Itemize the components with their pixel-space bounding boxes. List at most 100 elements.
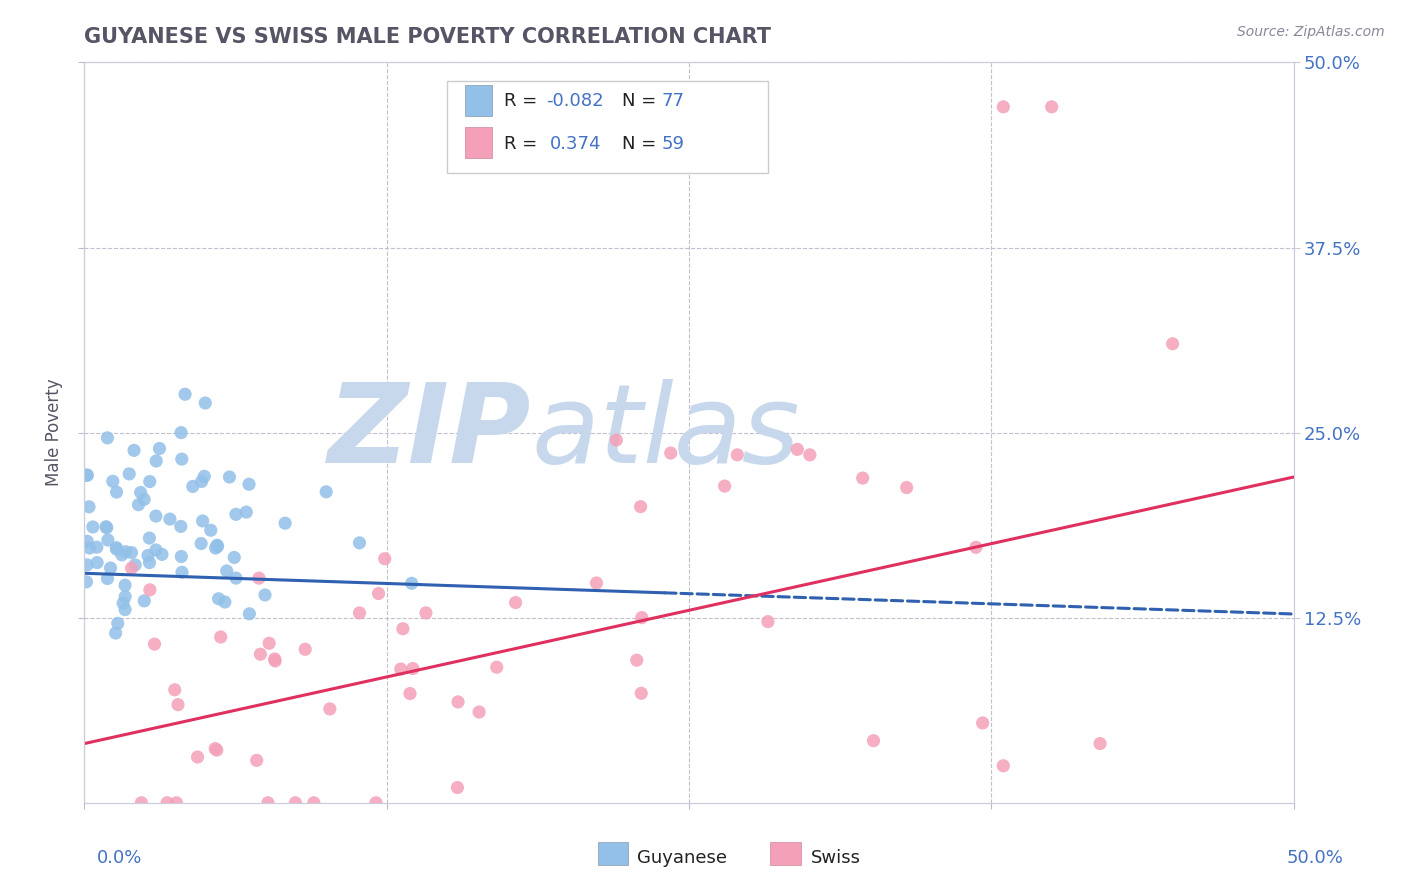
Point [105,541,128,555]
Text: R =: R = [503,92,543,110]
Point [585,576,607,591]
FancyBboxPatch shape [465,128,492,159]
Text: 50.0%: 50.0% [1286,849,1343,867]
Point [274,516,297,531]
Point [402,661,425,675]
Point [121,561,143,575]
Point [111,548,134,562]
FancyBboxPatch shape [447,81,768,173]
Point [170,566,193,580]
Point [993,100,1015,114]
Point [129,485,152,500]
Point [447,695,470,709]
Point [136,549,159,563]
Point [315,484,337,499]
Point [170,452,193,467]
Point [159,512,181,526]
Point [114,544,136,558]
Point [367,586,389,600]
Point [105,485,128,500]
Point [167,698,190,712]
Text: N =: N = [623,92,662,110]
Point [118,467,141,481]
Point [79,541,101,555]
Text: 0.0%: 0.0% [97,849,142,867]
Point [235,505,257,519]
Point [253,588,276,602]
Point [630,610,652,624]
Text: ZIP: ZIP [328,379,531,486]
Point [205,538,228,552]
Point [713,479,735,493]
Point [96,431,118,445]
Point [134,492,156,507]
Point [364,796,387,810]
Point [852,471,875,485]
Point [392,622,415,636]
Text: N =: N = [623,135,662,153]
Point [107,616,129,631]
Point [143,637,166,651]
Point [76,574,98,589]
Point [112,596,135,610]
Point [97,533,120,547]
Point [207,591,229,606]
Point [799,448,821,462]
Text: 59: 59 [661,135,685,153]
Point [485,660,508,674]
Point [114,602,136,616]
Point [76,534,98,549]
Point [415,606,437,620]
Point [284,796,307,810]
Point [114,578,136,592]
Point [165,796,187,810]
Point [96,521,118,535]
Point [104,626,127,640]
Point [225,508,247,522]
Point [170,425,193,440]
Point [105,542,128,557]
Point [626,653,648,667]
Point [725,448,748,462]
Point [302,796,325,810]
Point [190,536,212,550]
Point [76,468,98,483]
Point [399,687,422,701]
Point [128,498,150,512]
Point [139,582,162,597]
Point [238,477,260,491]
Point [756,615,779,629]
Point [163,682,186,697]
Text: -0.082: -0.082 [547,92,605,110]
Point [1040,100,1063,114]
Point [257,636,280,650]
Point [294,642,316,657]
Point [204,741,226,756]
Text: 77: 77 [661,92,685,110]
Point [468,705,491,719]
Point [209,630,232,644]
Text: R =: R = [503,135,543,153]
Point [76,558,98,572]
Point [630,500,652,514]
Point [150,547,173,561]
Point [505,596,527,610]
Text: GUYANESE VS SWISS MALE POVERTY CORRELATION CHART: GUYANESE VS SWISS MALE POVERTY CORRELATI… [84,27,772,47]
Point [138,531,160,545]
Point [205,743,228,757]
Point [170,549,193,564]
Point [193,469,215,483]
Point [264,654,287,668]
Point [148,442,170,456]
Point [215,564,238,578]
Point [100,561,122,575]
Y-axis label: Male Poverty: Male Poverty [45,379,63,486]
Text: Swiss: Swiss [811,849,862,867]
Point [76,468,98,483]
Point [101,475,124,489]
Point [120,546,142,560]
Point [218,470,240,484]
FancyBboxPatch shape [465,85,492,116]
Point [187,750,209,764]
Point [191,514,214,528]
